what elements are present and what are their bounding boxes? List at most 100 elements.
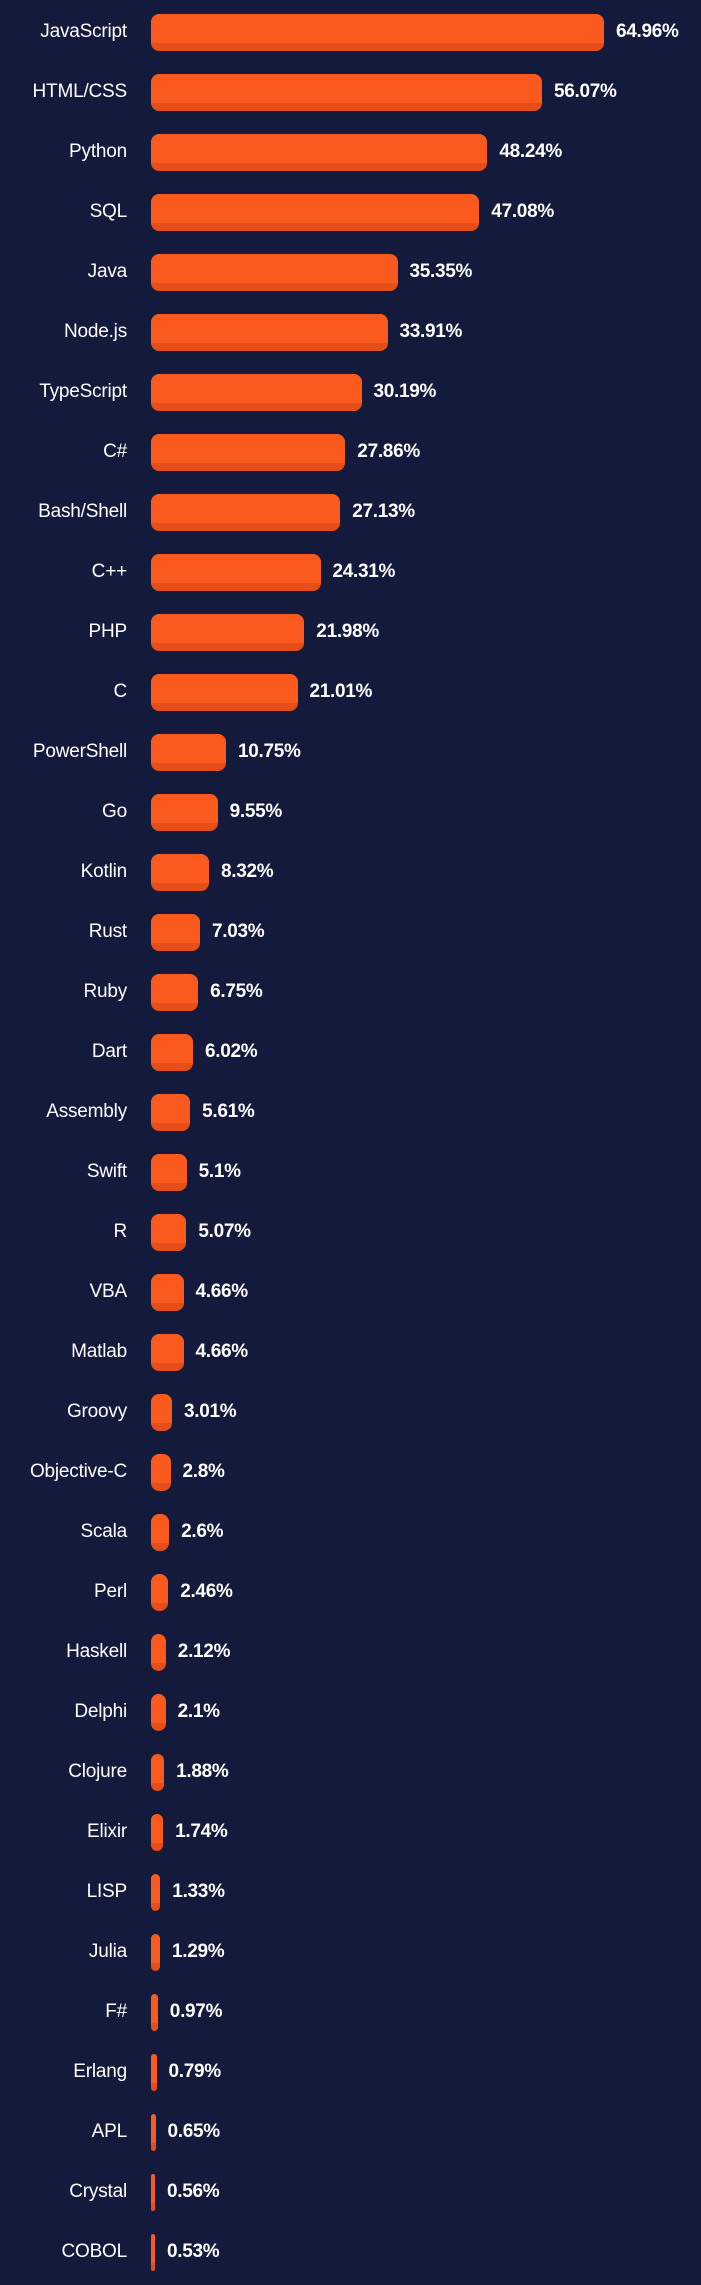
value-label: 0.56% [167,2181,220,2202]
bar [151,793,218,831]
category-label: APL [91,2121,128,2142]
bar-area: 4.66% [151,1333,701,1371]
bar [151,193,480,231]
chart-row: C++ 24.31% [0,542,701,602]
chart-row: Perl 2.46% [0,1562,701,1622]
value-label: 33.91% [399,321,463,342]
category-label: Kotlin [80,861,128,882]
category-label: TypeScript [39,381,127,402]
bar [151,373,362,411]
chart-row: HTML/CSS 56.07% [0,62,701,122]
bar [151,2173,155,2211]
category-label: Node.js [63,321,127,342]
category-label: Groovy [66,1401,127,1422]
category-label: Rust [88,921,127,942]
bar [151,1393,172,1431]
value-label: 21.98% [316,621,379,642]
bar [151,1933,160,1971]
category-label: R [113,1221,127,1242]
category-label: HTML/CSS [32,81,128,102]
bar [151,1993,158,2031]
value-label: 1.29% [172,1941,225,1962]
bar-area: 27.86% [151,433,701,471]
chart-row: PowerShell 10.75% [0,722,701,782]
category-label: Go [102,801,127,822]
bar-area: 3.01% [151,1393,701,1431]
bar-area: 24.31% [151,553,701,591]
bar-area: 21.98% [151,613,701,651]
bar-area: 10.75% [151,733,701,771]
bar [151,2113,156,2151]
bar-area: 1.33% [151,1873,701,1911]
category-label: Swift [86,1161,127,1182]
bar [151,133,488,171]
category-label: Objective-C [29,1461,127,1482]
value-label: 5.61% [202,1101,255,1122]
chart-row: Crystal 0.56% [0,2162,701,2222]
category-label: Perl [94,1581,127,1602]
bar [151,673,298,711]
value-label: 4.66% [195,1281,249,1302]
bar-area: 64.96% [151,13,701,51]
category-label: Assembly [46,1101,127,1122]
bar-area: 2.12% [151,1633,701,1671]
category-label: Crystal [69,2181,127,2202]
bar [151,1153,187,1191]
bar-area: 0.65% [151,2113,701,2151]
category-label: Clojure [68,1761,127,1782]
value-label: 27.86% [357,441,420,462]
value-label: 0.65% [167,2121,221,2142]
value-label: 8.32% [221,861,274,882]
category-label: Ruby [83,981,127,1002]
chart-row: Clojure 1.88% [0,1742,701,1802]
category-label: C++ [91,561,128,582]
value-label: 1.74% [175,1821,228,1842]
bar [151,433,346,471]
category-label: C# [103,441,127,462]
category-label: Erlang [73,2061,127,2082]
bar-area: 0.53% [151,2233,701,2271]
bar-area: 9.55% [151,793,701,831]
chart-row: Matlab 4.66% [0,1322,701,1382]
bar [151,1333,184,1371]
bar [151,1453,171,1491]
bar [151,313,388,351]
value-label: 1.33% [172,1881,225,1902]
bar [151,13,604,51]
category-label: F# [105,2001,127,2022]
value-label: 9.55% [229,801,283,822]
bar-area: 8.32% [151,853,701,891]
bar-area: 4.66% [151,1273,701,1311]
chart-row: Ruby 6.75% [0,962,701,1022]
bar [151,1093,191,1131]
bar [151,613,305,651]
chart-row: Erlang 0.79% [0,2042,701,2102]
bar-area: 47.08% [151,193,701,231]
bar [151,493,341,531]
value-label: 47.08% [491,201,554,222]
bar-area: 6.75% [151,973,701,1011]
bar [151,1633,166,1671]
category-label: JavaScript [40,21,127,42]
chart-row: Delphi 2.1% [0,1682,701,1742]
chart-row: APL 0.65% [0,2102,701,2162]
value-label: 10.75% [238,741,301,762]
chart-row: Java 35.35% [0,242,701,302]
bar-area: 1.29% [151,1933,701,1971]
bar-area: 21.01% [151,673,701,711]
chart-row: VBA 4.66% [0,1262,701,1322]
bar [151,913,200,951]
value-label: 27.13% [352,501,415,522]
chart-row: LISP 1.33% [0,1862,701,1922]
value-label: 6.75% [210,981,263,1002]
bar-area: 5.07% [151,1213,701,1251]
chart-row: Julia 1.29% [0,1922,701,1982]
value-label: 24.31% [332,561,396,582]
bar [151,1513,170,1551]
bar-area: 5.61% [151,1093,701,1131]
chart-row: Dart 6.02% [0,1022,701,1082]
value-label: 3.01% [184,1401,237,1422]
value-label: 2.8% [182,1461,225,1482]
chart-row: Scala 2.6% [0,1502,701,1562]
category-label: SQL [89,201,128,222]
